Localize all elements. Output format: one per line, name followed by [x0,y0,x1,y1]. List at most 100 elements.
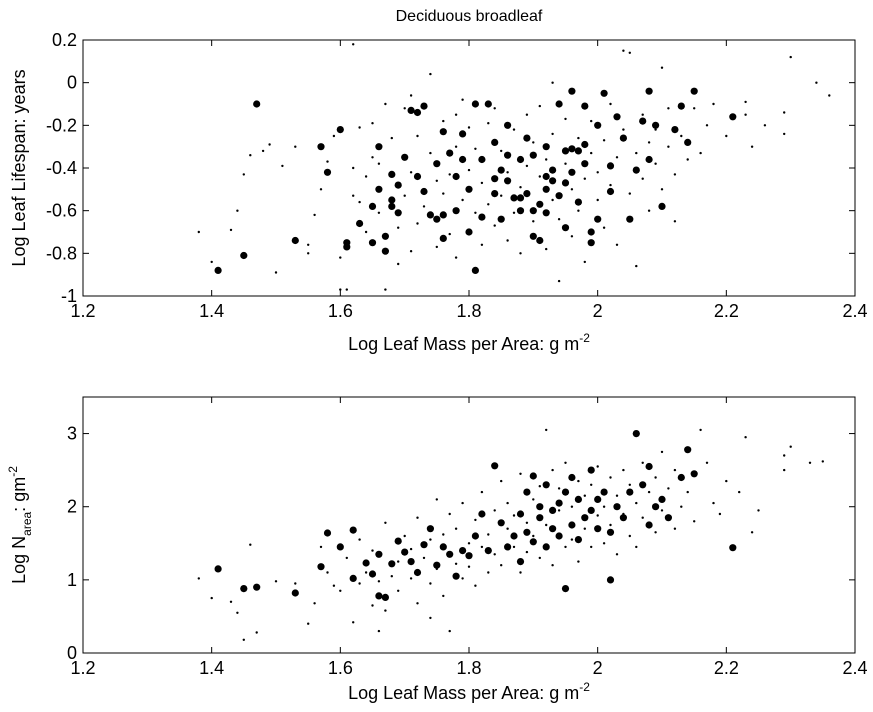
bottom-small-dot-point [474,518,477,522]
top-x-axis: 1.2 1.4 1.6 1.8 2 2.2 2.4 [70,40,868,321]
bottom-large-dot-point [645,462,653,471]
top-small-dot-point [236,209,239,212]
top-small-dot-point [281,164,284,168]
bottom-large-dot-point [574,495,583,503]
top-small-dot-point [641,177,644,180]
top-large-dot-point [561,147,570,155]
top-small-dot-point [705,124,709,127]
bottom-small-dot-point [615,553,619,556]
top-small-dot-point [596,198,599,202]
bottom-small-dot-point [448,553,451,556]
bottom-small-dot-point [512,545,516,549]
bottom-small-dot-point [487,533,490,536]
bottom-small-dot-point [442,594,445,598]
top-small-dot-point [448,232,451,236]
top-large-dot-point [401,153,409,161]
top-y-tick-label: 0.2 [52,30,77,50]
bottom-small-dot-point [294,582,297,585]
top-large-dot-point [606,162,615,170]
top-large-dot-point [671,126,679,134]
top-small-dot-point [422,205,426,208]
top-small-dot-point [474,147,477,150]
bottom-large-dot-point [471,532,479,540]
top-large-dot-point [529,207,537,215]
top-small-dot-point [602,226,606,229]
bottom-large-dot-point [394,537,402,545]
bottom-large-dot-point [214,565,222,573]
top-small-dot-point [660,188,664,191]
bottom-small-dot-point [352,621,355,624]
bottom-large-dot-point [613,503,621,511]
top-small-dot-point [654,128,657,131]
top-small-dot-point [828,94,831,97]
bottom-small-dot-point [371,549,374,552]
bottom-large-dot-point [336,543,344,551]
top-panel-title: Deciduous broadleaf [396,8,543,25]
top-large-dot-point [684,138,692,146]
top-small-dot-point [487,203,490,206]
top-small-dot-point [570,188,574,191]
top-y-tick-label: -1 [61,286,77,306]
top-small-dot-point [364,175,368,178]
top-small-dot-point [384,288,387,291]
top-small-dot-point [545,247,548,251]
top-large-dot-point [491,138,499,146]
top-small-dot-point [435,245,438,249]
top-x-tick-label: 2.2 [714,301,739,321]
top-small-dot-point [615,156,619,159]
bottom-large-dot-point [291,589,299,597]
top-panel: Deciduous broadleaf 1.2 1.4 1.6 1.8 2 2.2 2.4 … [9,8,868,354]
top-x-axis-label: Log Leaf Mass per Area: g m-2 [348,331,590,354]
top-small-dot-point [519,252,522,255]
bottom-small-dot-point [422,556,426,560]
top-x-tick-label: 2 [593,301,603,321]
top-y-tick-label: -0.4 [46,158,77,178]
bottom-small-dot-point [249,543,252,546]
bottom-small-dot-point [557,509,561,512]
top-large-dot-point [645,155,653,164]
bottom-small-dot-point [493,509,496,512]
bottom-small-dot-point [693,520,696,523]
bottom-large-dot-point [523,488,531,496]
top-small-dot-point [352,194,355,197]
top-small-dot-point [570,235,574,238]
top-small-dot-point [249,154,252,157]
bottom-small-dot-point [628,534,631,538]
bottom-small-dot-point [332,584,336,587]
bottom-x-tick-label: 1.2 [70,658,95,678]
bottom-large-dot-point [549,506,557,514]
top-small-dot-point [583,177,586,180]
bottom-large-dot-point [433,561,441,569]
bottom-large-dot-point [684,446,692,454]
top-large-dot-point [368,239,377,247]
top-small-dot-point [332,134,336,138]
top-y-tick-label: -0.8 [46,243,77,263]
bottom-large-dot-point [459,547,467,555]
bottom-large-dot-point [407,558,415,566]
bottom-small-dot-point [371,604,374,607]
bottom-small-dot-point [564,545,567,549]
bottom-large-dot-point [690,470,698,478]
top-large-dot-point [510,194,518,202]
top-y-tick-label: -0.2 [46,115,77,135]
bottom-small-dot-point [654,531,657,534]
bottom-large-dot-point [478,510,486,518]
top-large-dot-point [594,215,602,223]
top-small-dot-point [699,151,702,155]
top-small-dot-point [442,192,445,195]
bottom-small-dot-point [435,567,438,571]
bottom-small-dot-point [461,501,464,505]
top-x-tick-label: 2.4 [842,301,867,321]
bottom-small-dot-point [570,505,574,508]
bottom-large-dot-point [729,544,737,552]
top-large-dot-point [536,236,544,245]
bottom-small-dot-point [461,577,464,580]
bottom-small-dot-point [628,483,631,486]
top-small-dot-point [641,113,644,116]
top-small-dot-point [596,171,599,174]
bottom-large-dot-point [645,521,653,529]
bottom-small-dot-point [615,494,619,497]
bottom-small-dot-point [454,527,458,530]
